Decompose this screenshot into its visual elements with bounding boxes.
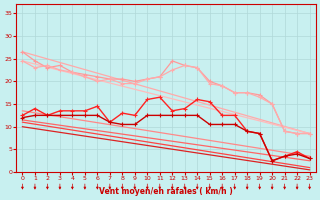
X-axis label: Vent moyen/en rafales ( km/h ): Vent moyen/en rafales ( km/h )	[99, 187, 233, 196]
